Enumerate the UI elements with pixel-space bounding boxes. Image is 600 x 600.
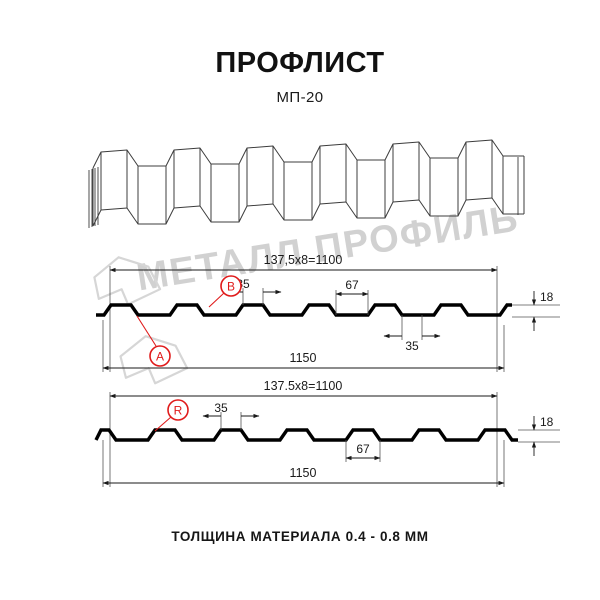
material-thickness-note: ТОЛЩИНА МАТЕРИАЛА 0.4 - 0.8 ММ: [171, 529, 429, 544]
iso-left-end-detail: [88, 167, 99, 228]
dim-height-bottom-label: 18: [540, 415, 554, 429]
dim-35-lower-top: 35: [383, 315, 441, 353]
dim-total-top-label: 1150: [290, 351, 317, 365]
section-bottom: 137.5x8=1100 35 67: [94, 379, 560, 487]
marker-a: A: [136, 315, 171, 367]
marker-b-circle: [220, 275, 242, 297]
marker-a-circle: [149, 345, 171, 367]
iso-fold-edges: [92, 140, 525, 226]
dim-35-bottom-label: 35: [214, 401, 228, 415]
dim-overall-bottom: 137.5x8=1100: [109, 379, 498, 399]
dim-height-bottom: 18: [518, 415, 560, 456]
page-title: ПРОФЛИСТ: [215, 47, 385, 79]
watermark-logo-icon: [93, 256, 162, 306]
iso-right-end-detail: [517, 156, 525, 215]
dim-height-top: 18: [512, 290, 560, 331]
marker-r-circle: [167, 399, 189, 421]
dim-35-bottom: 35: [202, 401, 260, 430]
profile-top: [96, 303, 512, 317]
marker-r: R: [154, 399, 189, 432]
marker-b: B: [208, 275, 242, 308]
dim-67-bottom: 67: [345, 440, 381, 462]
model-subtitle: МП-20: [276, 89, 324, 107]
watermark-text: МЕТАЛЛ ПРОФИЛЬ: [134, 198, 522, 300]
dim-overall-top: 137,5x8=1100: [109, 253, 498, 273]
dim-67-top-label: 67: [345, 278, 359, 292]
title-block: ПРОФЛИСТ МП-20: [0, 47, 600, 107]
dim-35-lower-top-label: 35: [405, 339, 419, 353]
dim-overall-top-label: 137,5x8=1100: [264, 253, 343, 267]
dim-height-top-label: 18: [540, 290, 554, 304]
dim-total-top: 1150: [102, 351, 505, 371]
marker-a-label: A: [156, 350, 164, 364]
iso-top-edge: [92, 139, 524, 169]
isometric-view: [88, 139, 525, 228]
dim-total-bottom: 1150: [102, 466, 505, 486]
dim-67-top: 67: [335, 278, 369, 315]
marker-r-label: R: [174, 404, 183, 418]
profile-bottom: [94, 428, 518, 442]
section-top: 137,5x8=1100 35 67: [96, 253, 560, 372]
marker-b-label: B: [227, 280, 235, 294]
dim-total-bottom-label: 1150: [290, 466, 317, 480]
dim-overall-bottom-label: 137.5x8=1100: [264, 379, 343, 393]
dim-67-bottom-label: 67: [356, 442, 370, 456]
section-bottom-extension-lines: [102, 392, 505, 487]
section-top-extension-lines: [102, 266, 505, 372]
